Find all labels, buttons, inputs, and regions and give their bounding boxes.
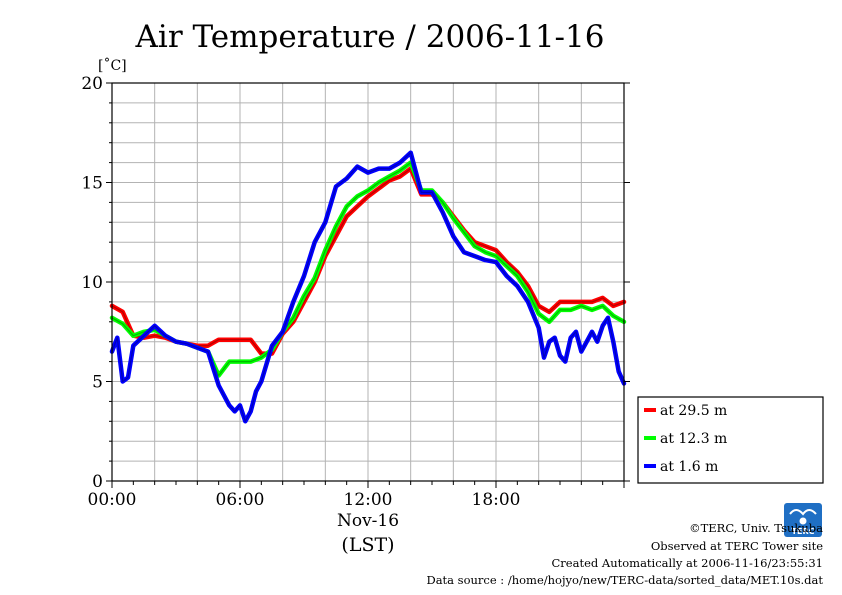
legend-label: at 12.3 m [660,431,727,447]
chart-title: Air Temperature / 2006-11-16 [135,19,605,55]
x-axis-date-label: Nov-16 [337,511,399,531]
x-axis-timezone-label: (LST) [341,534,394,556]
y-tick-label: 20 [81,74,103,94]
legend: at 29.5 m at 12.3 m at 1.6 m [637,396,824,484]
data-source-text: Data source : /home/hojyo/new/TERC-data/… [426,573,823,587]
x-tick-label: 00:00 [88,490,137,510]
y-axis-unit: [˚C] [98,57,127,74]
copyright-text: ©TERC, Univ. Tsukuba [689,521,823,535]
observed-text: Observed at TERC Tower site [651,539,823,553]
gridlines [112,83,624,481]
x-tick-label: 18:00 [472,490,521,510]
terc-logo: TERC [784,503,822,537]
legend-label: at 29.5 m [660,403,727,419]
axis-ticks: 0 5 10 15 20 00:00 06:00 12:00 18:00 [81,74,630,510]
y-tick-label: 5 [92,373,103,393]
legend-label: at 1.6 m [660,459,718,475]
y-tick-label: 15 [81,174,103,194]
y-tick-label: 0 [92,472,103,492]
x-tick-label: 06:00 [216,490,265,510]
series-3 [109,150,627,424]
legend-box [637,396,824,484]
legend-entry: at 1.6 m [644,459,718,475]
y-tick-label: 10 [81,273,103,293]
legend-entry: at 29.5 m [644,403,727,419]
created-text: Created Automatically at 2006-11-16/23:5… [552,556,824,570]
x-tick-label: 12:00 [344,490,393,510]
series-layer [109,150,627,424]
terc-logo-text: TERC [792,527,815,536]
legend-entry: at 12.3 m [644,431,727,447]
series-line-core [111,152,625,422]
